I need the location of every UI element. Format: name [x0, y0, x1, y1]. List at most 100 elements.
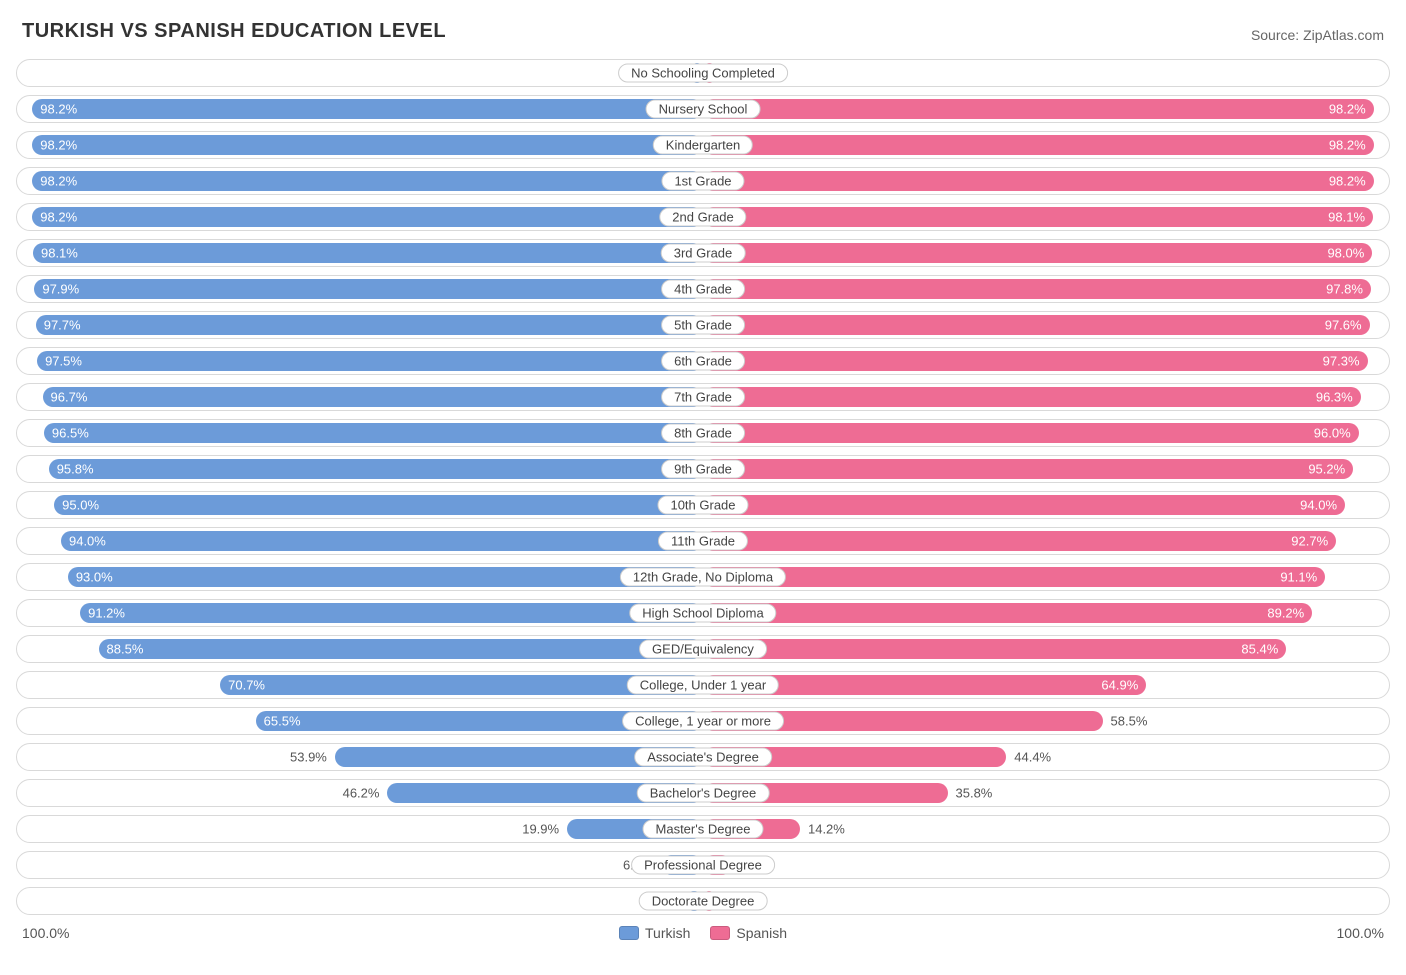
chart-row: 91.2% 89.2% High School Diploma: [16, 599, 1390, 627]
category-label: No Schooling Completed: [618, 64, 788, 83]
category-label: College, 1 year or more: [622, 712, 784, 731]
value-turkish: 97.7%: [44, 318, 81, 333]
value-turkish: 96.7%: [51, 390, 88, 405]
chart-row: 97.5% 97.3% 6th Grade: [16, 347, 1390, 375]
category-label: High School Diploma: [629, 604, 776, 623]
legend-label-spanish: Spanish: [736, 925, 787, 941]
bar-turkish: 98.1%: [33, 243, 703, 263]
chart-title: TURKISH VS SPANISH EDUCATION LEVEL: [22, 20, 446, 43]
axis-right-max: 100.0%: [1337, 925, 1384, 941]
value-spanish: 58.5%: [1111, 714, 1148, 729]
bar-turkish: 96.5%: [44, 423, 703, 443]
bar-spanish: 98.2%: [703, 171, 1374, 191]
chart-header: TURKISH VS SPANISH EDUCATION LEVEL Sourc…: [16, 20, 1390, 43]
chart-row: 46.2% 35.8% Bachelor's Degree: [16, 779, 1390, 807]
chart-row: 65.5% 58.5% College, 1 year or more: [16, 707, 1390, 735]
chart-row: 93.0% 91.1% 12th Grade, No Diploma: [16, 563, 1390, 591]
bar-turkish: 91.2%: [80, 603, 703, 623]
value-turkish: 95.0%: [62, 498, 99, 513]
value-spanish: 64.9%: [1101, 678, 1138, 693]
value-spanish: 35.8%: [956, 786, 993, 801]
value-spanish: 89.2%: [1267, 606, 1304, 621]
category-label: 7th Grade: [661, 388, 745, 407]
value-turkish: 98.2%: [40, 102, 77, 117]
bar-turkish: 97.9%: [34, 279, 703, 299]
chart-row: 19.9%14.2%Master's Degree: [16, 815, 1390, 843]
value-turkish: 95.8%: [57, 462, 94, 477]
chart-row: 98.2%98.2%1st Grade: [16, 167, 1390, 195]
chart-row: 94.0% 92.7% 11th Grade: [16, 527, 1390, 555]
chart-row: 70.7%64.9%College, Under 1 year: [16, 671, 1390, 699]
chart-footer: 100.0% Turkish Spanish 100.0%: [16, 923, 1390, 941]
category-label: 6th Grade: [661, 352, 745, 371]
value-spanish: 96.3%: [1316, 390, 1353, 405]
bar-spanish: 92.7%: [703, 531, 1336, 551]
category-label: 3rd Grade: [661, 244, 746, 263]
category-label: 11th Grade: [658, 532, 748, 551]
bar-turkish: 98.2%: [32, 99, 703, 119]
education-level-chart: 1.8%1.9%No Schooling Completed98.2%98.2%…: [16, 59, 1390, 915]
bar-spanish: 95.2%: [703, 459, 1353, 479]
chart-source: Source: ZipAtlas.com: [1251, 27, 1384, 43]
legend-label-turkish: Turkish: [645, 925, 690, 941]
value-turkish: 97.5%: [45, 354, 82, 369]
chart-row: 88.5%85.4%GED/Equivalency: [16, 635, 1390, 663]
value-spanish: 98.2%: [1329, 138, 1366, 153]
bar-spanish: 91.1%: [703, 567, 1325, 587]
value-spanish: 91.1%: [1280, 570, 1317, 585]
value-turkish: 46.2%: [343, 786, 380, 801]
bar-spanish: 98.2%: [703, 99, 1374, 119]
bar-spanish: 96.3%: [703, 387, 1361, 407]
bar-spanish: 85.4%: [703, 639, 1286, 659]
value-turkish: 19.9%: [522, 822, 559, 837]
value-turkish: 91.2%: [88, 606, 125, 621]
category-label: Nursery School: [646, 100, 761, 119]
bar-spanish: 89.2%: [703, 603, 1312, 623]
legend-item-spanish: Spanish: [710, 925, 787, 941]
bar-turkish: 93.0%: [68, 567, 703, 587]
chart-row: 95.0%94.0%10th Grade: [16, 491, 1390, 519]
value-turkish: 88.5%: [107, 642, 144, 657]
legend-swatch-spanish: [710, 926, 730, 940]
bar-turkish: 98.2%: [32, 207, 703, 227]
category-label: 1st Grade: [661, 172, 744, 191]
value-spanish: 98.2%: [1329, 102, 1366, 117]
value-spanish: 44.4%: [1014, 750, 1051, 765]
bar-spanish: 98.2%: [703, 135, 1374, 155]
chart-row: 98.1%98.0%3rd Grade: [16, 239, 1390, 267]
value-spanish: 98.2%: [1329, 174, 1366, 189]
category-label: 2nd Grade: [659, 208, 746, 227]
value-spanish: 14.2%: [808, 822, 845, 837]
chart-row: 53.9% 44.4% Associate's Degree: [16, 743, 1390, 771]
value-turkish: 94.0%: [69, 534, 106, 549]
category-label: 12th Grade, No Diploma: [620, 568, 786, 587]
value-spanish: 92.7%: [1291, 534, 1328, 549]
bar-spanish: 98.1%: [703, 207, 1373, 227]
bar-spanish: 97.6%: [703, 315, 1370, 335]
category-label: Bachelor's Degree: [637, 784, 770, 803]
category-label: Associate's Degree: [634, 748, 772, 767]
category-label: 8th Grade: [661, 424, 745, 443]
chart-row: 97.7%97.6%5th Grade: [16, 311, 1390, 339]
chart-row: 98.2% 98.2% Nursery School: [16, 95, 1390, 123]
value-spanish: 97.3%: [1323, 354, 1360, 369]
value-spanish: 94.0%: [1300, 498, 1337, 513]
chart-legend: Turkish Spanish: [619, 925, 787, 941]
value-turkish: 98.2%: [40, 210, 77, 225]
value-turkish: 53.9%: [290, 750, 327, 765]
value-turkish: 97.9%: [42, 282, 79, 297]
chart-row: 98.2%98.2%Kindergarten: [16, 131, 1390, 159]
value-turkish: 93.0%: [76, 570, 113, 585]
bar-turkish: 96.7%: [43, 387, 703, 407]
chart-row: 97.9%97.8%4th Grade: [16, 275, 1390, 303]
value-spanish: 97.6%: [1325, 318, 1362, 333]
value-turkish: 65.5%: [264, 714, 301, 729]
chart-row: 98.2% 98.1% 2nd Grade: [16, 203, 1390, 231]
value-spanish: 98.1%: [1328, 210, 1365, 225]
chart-row: 2.7%1.8%Doctorate Degree: [16, 887, 1390, 915]
bar-spanish: 94.0%: [703, 495, 1345, 515]
bar-turkish: 95.8%: [49, 459, 703, 479]
bar-turkish: 95.0%: [54, 495, 703, 515]
axis-left-max: 100.0%: [22, 925, 69, 941]
chart-row: 96.5%96.0%8th Grade: [16, 419, 1390, 447]
